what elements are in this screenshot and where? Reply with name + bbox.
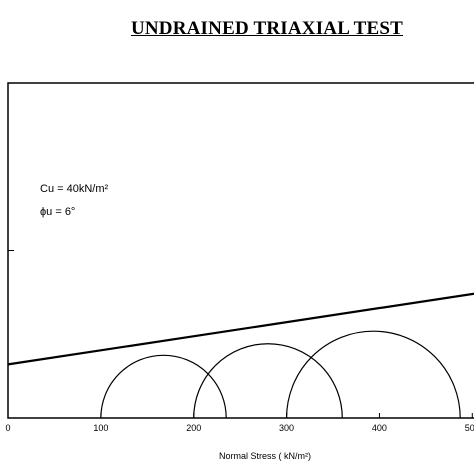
cohesion-annotation: Cu = 40kN/m²: [40, 183, 109, 195]
mohr-circle-1: [100, 354, 227, 419]
x-tick-label: 300: [279, 423, 294, 433]
friction-angle-annotation: ϕu = 6°: [40, 206, 76, 218]
plot-frame: [7, 82, 474, 419]
x-tick-label: 200: [186, 423, 201, 433]
x-tick-label: 0: [5, 423, 10, 433]
x-tick-label: 500: [465, 423, 474, 433]
x-tick-label: 400: [372, 423, 387, 433]
failure-envelope-line: [7, 292, 474, 366]
x-tick-label: 100: [93, 423, 108, 433]
x-axis-label: Normal Stress ( kN/m²): [219, 451, 311, 461]
mohr-circle-2: [193, 343, 343, 419]
mohr-circle-3: [285, 330, 461, 419]
chart-title: UNDRAINED TRIAXIAL TEST: [130, 18, 404, 39]
